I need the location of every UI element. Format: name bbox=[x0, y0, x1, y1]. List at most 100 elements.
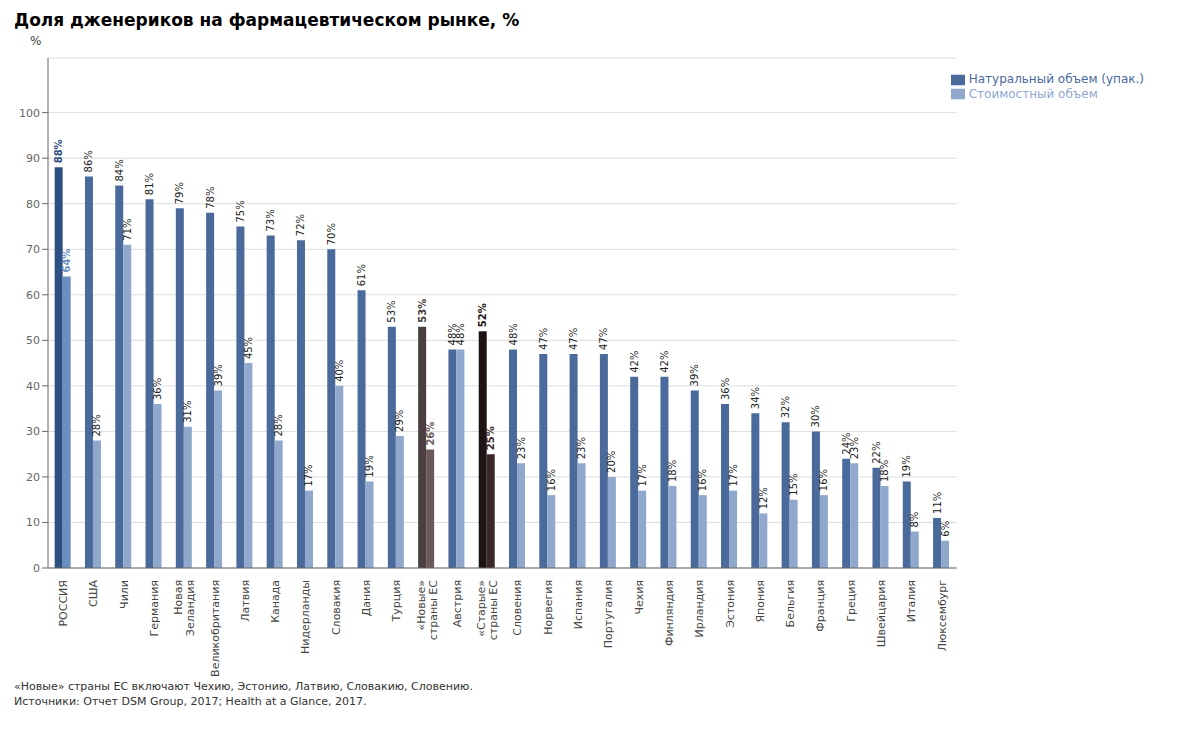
svg-text:60: 60 bbox=[26, 289, 40, 302]
svg-text:Австрия: Австрия bbox=[451, 580, 464, 627]
svg-text:84%: 84% bbox=[114, 159, 125, 181]
svg-text:Канада: Канада bbox=[269, 580, 282, 623]
svg-text:Словения: Словения bbox=[511, 580, 524, 636]
svg-text:18%: 18% bbox=[667, 460, 678, 482]
svg-text:0: 0 bbox=[33, 562, 40, 575]
svg-text:Ирландия: Ирландия bbox=[693, 580, 706, 638]
svg-text:Чили: Чили bbox=[118, 580, 131, 609]
svg-text:36%: 36% bbox=[720, 378, 731, 400]
svg-text:36%: 36% bbox=[152, 378, 163, 400]
svg-text:30%: 30% bbox=[810, 405, 821, 427]
svg-text:11%: 11% bbox=[932, 492, 943, 514]
svg-text:Португалия: Португалия bbox=[602, 580, 615, 648]
svg-text:47%: 47% bbox=[568, 328, 579, 350]
svg-text:Чехия: Чехия bbox=[633, 580, 646, 615]
svg-text:28%: 28% bbox=[273, 414, 284, 436]
svg-text:20%: 20% bbox=[606, 451, 617, 473]
svg-text:19%: 19% bbox=[901, 455, 912, 477]
svg-text:17%: 17% bbox=[637, 464, 648, 486]
svg-text:39%: 39% bbox=[689, 364, 700, 386]
svg-text:71%: 71% bbox=[122, 218, 133, 240]
svg-text:100: 100 bbox=[19, 107, 40, 120]
svg-text:61%: 61% bbox=[356, 264, 367, 286]
svg-text:10: 10 bbox=[26, 516, 40, 529]
svg-text:30: 30 bbox=[26, 425, 40, 438]
svg-text:Германия: Германия bbox=[148, 580, 161, 636]
svg-text:17%: 17% bbox=[303, 464, 314, 486]
svg-text:70%: 70% bbox=[326, 223, 337, 245]
svg-text:НоваяЗеландия: НоваяЗеландия bbox=[172, 580, 197, 636]
svg-text:23%: 23% bbox=[849, 437, 860, 459]
svg-text:Великобритания: Великобритания bbox=[209, 580, 222, 677]
svg-text:20: 20 bbox=[26, 471, 40, 484]
svg-text:23%: 23% bbox=[516, 437, 527, 459]
svg-text:23%: 23% bbox=[576, 437, 587, 459]
svg-text:15%: 15% bbox=[788, 473, 799, 495]
svg-text:Швейцария: Швейцария bbox=[875, 580, 888, 647]
svg-text:53%: 53% bbox=[417, 299, 428, 323]
svg-text:42%: 42% bbox=[629, 351, 640, 373]
svg-text:80: 80 bbox=[26, 198, 40, 211]
svg-text:50: 50 bbox=[26, 334, 40, 347]
svg-text:40: 40 bbox=[26, 380, 40, 393]
svg-text:Эстония: Эстония bbox=[724, 580, 737, 628]
svg-text:16%: 16% bbox=[546, 469, 557, 491]
svg-text:75%: 75% bbox=[235, 200, 246, 222]
svg-text:Финляндия: Финляндия bbox=[663, 580, 676, 646]
svg-text:48%: 48% bbox=[455, 323, 466, 345]
svg-text:90: 90 bbox=[26, 152, 40, 165]
svg-text:79%: 79% bbox=[174, 182, 185, 204]
svg-text:78%: 78% bbox=[205, 187, 216, 209]
svg-text:8%: 8% bbox=[909, 512, 920, 528]
svg-text:70: 70 bbox=[26, 243, 40, 256]
svg-text:34%: 34% bbox=[750, 387, 761, 409]
svg-text:Бельгия: Бельгия bbox=[784, 580, 797, 627]
svg-text:42%: 42% bbox=[659, 351, 670, 373]
svg-text:72%: 72% bbox=[295, 214, 306, 236]
svg-text:48%: 48% bbox=[508, 323, 519, 345]
svg-text:17%: 17% bbox=[728, 464, 739, 486]
svg-text:86%: 86% bbox=[83, 150, 94, 172]
svg-text:40%: 40% bbox=[334, 360, 345, 382]
svg-text:29%: 29% bbox=[394, 410, 405, 432]
svg-text:28%: 28% bbox=[91, 414, 102, 436]
svg-text:Латвия: Латвия bbox=[239, 580, 252, 622]
svg-text:12%: 12% bbox=[758, 487, 769, 509]
svg-text:6%: 6% bbox=[940, 521, 951, 537]
svg-text:25%: 25% bbox=[485, 426, 496, 450]
svg-text:16%: 16% bbox=[818, 469, 829, 491]
svg-text:Дания: Дания bbox=[360, 580, 373, 616]
svg-text:53%: 53% bbox=[386, 300, 397, 322]
svg-text:47%: 47% bbox=[598, 328, 609, 350]
svg-text:Люксембург: Люксембург bbox=[936, 580, 949, 652]
svg-text:Франция: Франция bbox=[814, 580, 827, 632]
svg-text:45%: 45% bbox=[243, 337, 254, 359]
svg-text:16%: 16% bbox=[697, 469, 708, 491]
svg-text:США: США bbox=[87, 580, 100, 607]
svg-text:«Старые»страны ЕС: «Старые»страны ЕС bbox=[475, 580, 500, 641]
svg-text:Нидерланды: Нидерланды bbox=[299, 580, 312, 654]
svg-text:Испания: Испания bbox=[572, 580, 585, 629]
svg-text:Греция: Греция bbox=[845, 580, 858, 622]
svg-text:31%: 31% bbox=[182, 401, 193, 423]
html-text:Доля дженериков на фармацевтич: Доля дженериков на фармацевтическом рынк… bbox=[14, 10, 520, 30]
svg-text:47%: 47% bbox=[538, 328, 549, 350]
svg-text:64%: 64% bbox=[61, 249, 72, 273]
svg-text:Норвегия: Норвегия bbox=[542, 580, 555, 635]
svg-text:18%: 18% bbox=[879, 460, 890, 482]
svg-text:39%: 39% bbox=[213, 364, 224, 386]
svg-text:Турция: Турция bbox=[390, 580, 403, 622]
svg-text:Италия: Италия bbox=[905, 580, 918, 622]
svg-text:«Новые»страны ЕС: «Новые»страны ЕС bbox=[415, 580, 440, 641]
svg-text:88%: 88% bbox=[53, 139, 64, 163]
svg-text:Словакия: Словакия bbox=[330, 580, 343, 635]
svg-text:26%: 26% bbox=[425, 422, 436, 446]
svg-text:32%: 32% bbox=[780, 396, 791, 418]
svg-text:19%: 19% bbox=[364, 455, 375, 477]
svg-text:73%: 73% bbox=[265, 209, 276, 231]
svg-text:Япония: Япония bbox=[754, 580, 767, 623]
svg-text:81%: 81% bbox=[144, 173, 155, 195]
html-text:Стоимостный объем: Стоимостный объем bbox=[968, 86, 1098, 101]
svg-text:52%: 52% bbox=[477, 303, 488, 327]
svg-text:РОССИЯ: РОССИЯ bbox=[57, 580, 70, 627]
